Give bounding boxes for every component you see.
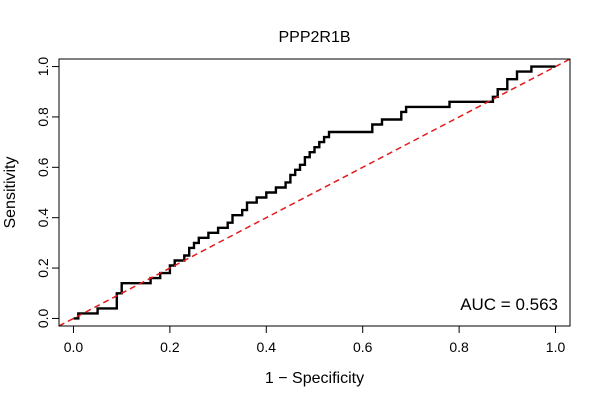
x-tick-label: 0.4	[257, 339, 277, 355]
y-tick-label: 1.0	[35, 57, 51, 77]
chart-title: PPP2R1B	[278, 29, 350, 46]
plot-area	[59, 59, 570, 326]
x-tick-label: 0.6	[353, 339, 373, 355]
roc-curve-line	[73, 65, 556, 320]
y-tick-label: 0.0	[35, 309, 51, 329]
y-axis-label: Sensitivity	[2, 156, 19, 228]
auc-annotation: AUC = 0.563	[460, 295, 558, 314]
x-tick-label: 0.2	[160, 339, 180, 355]
reference-diagonal-line	[59, 59, 570, 326]
x-axis: 0.0 0.2 0.4 0.6 0.8 1.0	[64, 325, 566, 355]
x-tick-label: 1.0	[546, 339, 566, 355]
y-tick-label: 0.6	[35, 157, 51, 177]
x-tick-label: 0.0	[64, 339, 84, 355]
x-tick-label: 0.8	[449, 339, 469, 355]
y-tick-label: 0.2	[35, 258, 51, 278]
y-tick-label: 0.8	[35, 107, 51, 127]
y-tick-label: 0.4	[35, 208, 51, 228]
x-axis-label: 1 − Specificity	[265, 370, 364, 387]
y-axis: 0.0 0.2 0.4 0.6 0.8 1.0	[35, 57, 60, 329]
